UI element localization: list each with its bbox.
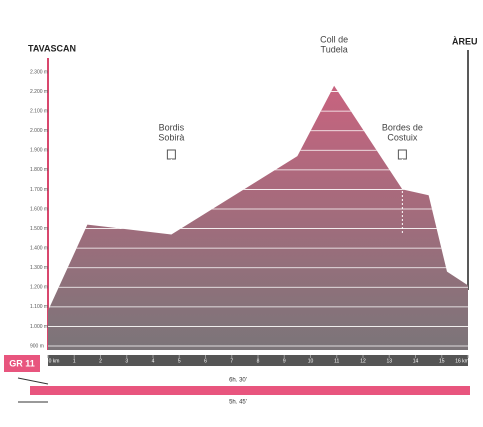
x-tick-label: 13	[386, 358, 392, 364]
y-tick-label: 1.500 m	[30, 226, 48, 232]
duration-forward: 6h. 30'	[229, 378, 247, 384]
duration-bar	[30, 386, 470, 395]
y-tick-label: 1.800 m	[30, 167, 48, 173]
arrow-right	[17, 377, 49, 385]
elevation-area	[48, 85, 468, 350]
y-tick-label: 2.200 m	[30, 89, 48, 95]
y-tick-label: 1.300 m	[30, 265, 48, 271]
y-tick-label: 1.700 m	[30, 187, 48, 193]
x-tick-label: 11	[334, 358, 339, 364]
y-tick-label: 2.300 m	[30, 69, 48, 75]
trail-label: GR 11	[9, 358, 35, 368]
waypoint-icon	[166, 149, 176, 160]
y-tick-label: 1.100 m	[30, 304, 48, 310]
duration-back: 5h. 45'	[229, 400, 247, 406]
x-tick-label: 7	[230, 358, 233, 364]
x-tick-label: 12	[360, 358, 366, 364]
x-tick-label: 10	[308, 358, 314, 364]
y-tick-label: 1.400 m	[30, 245, 48, 251]
waypoint-label: Bordes de	[382, 122, 423, 132]
y-tick-label: 1.600 m	[30, 206, 48, 212]
x-tick-label: 9	[283, 358, 286, 364]
x-tick-label: 15	[439, 358, 445, 364]
y-tick-label: 2.000 m	[30, 128, 48, 134]
trail-badge	[4, 355, 40, 372]
x-tick-label: 6	[204, 358, 207, 364]
x-tick-label: 2	[99, 358, 102, 364]
waypoint-label: Bordis	[159, 122, 185, 132]
x-tick-label: 0 km	[49, 358, 60, 364]
y-tick-label: 1.900 m	[30, 148, 48, 154]
x-tick-label: 4	[152, 358, 155, 364]
x-tick-label: 1	[73, 358, 76, 364]
waypoint-icon	[397, 149, 407, 160]
waypoint-label: Tudela	[321, 44, 348, 54]
y-tick-label: 2.100 m	[30, 108, 48, 114]
y-tick-label: 1.000 m	[30, 324, 48, 330]
waypoint-label: Sobirà	[158, 132, 184, 142]
start-label: TAVASCAN	[28, 43, 76, 53]
x-tick-label: 8	[257, 358, 260, 364]
waypoint-label: Costuix	[387, 132, 418, 142]
x-tick-label: 3	[125, 358, 128, 364]
x-tick-label: 16 km	[455, 358, 469, 364]
end-label: ÀREU	[452, 36, 478, 46]
x-tick-label: 5	[178, 358, 181, 364]
waypoint-label: Coll de	[320, 34, 348, 44]
km-strip	[48, 355, 468, 366]
y-tick-label: 900 m	[30, 343, 44, 349]
x-tick-label: 14	[413, 358, 419, 364]
y-tick-label: 1.200 m	[30, 285, 48, 291]
